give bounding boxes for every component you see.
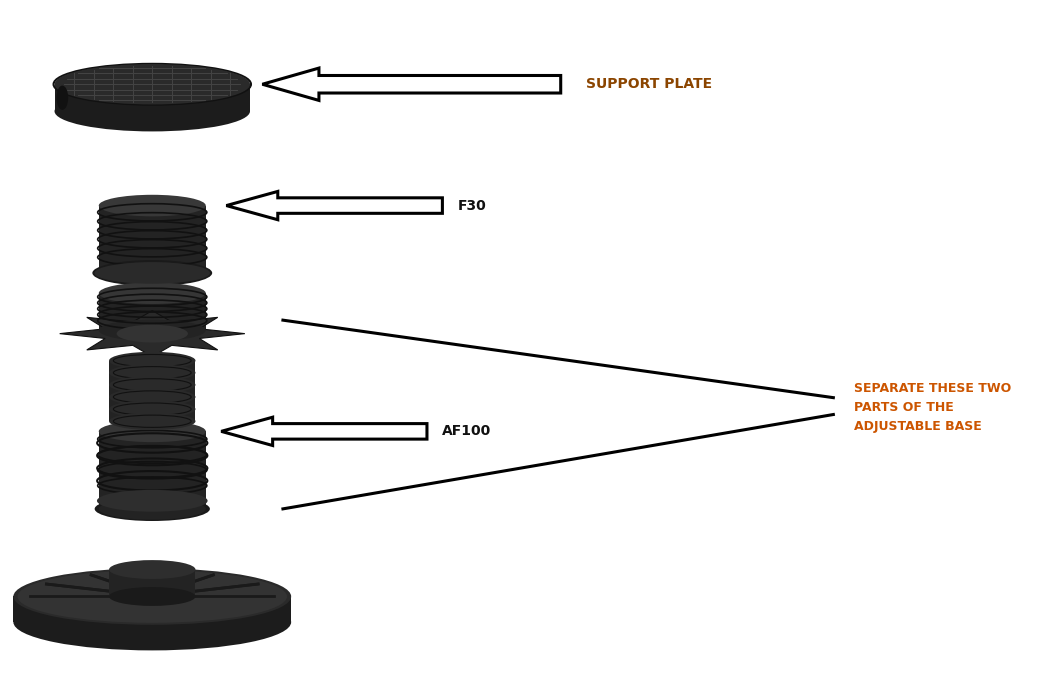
Polygon shape	[262, 68, 561, 100]
Polygon shape	[99, 293, 205, 330]
Ellipse shape	[54, 64, 250, 104]
Ellipse shape	[109, 376, 196, 394]
Polygon shape	[14, 596, 291, 622]
Polygon shape	[109, 361, 196, 421]
Ellipse shape	[57, 86, 68, 110]
Text: SEPARATE THESE TWO
PARTS OF THE
ADJUSTABLE BASE: SEPARATE THESE TWO PARTS OF THE ADJUSTAB…	[854, 382, 1011, 433]
Polygon shape	[99, 206, 205, 273]
Ellipse shape	[109, 352, 196, 369]
Ellipse shape	[94, 262, 210, 284]
Polygon shape	[60, 311, 245, 357]
Ellipse shape	[109, 364, 196, 381]
Ellipse shape	[109, 587, 196, 606]
Ellipse shape	[14, 594, 291, 650]
Ellipse shape	[94, 497, 210, 521]
Text: SUPPORT PLATE: SUPPORT PLATE	[587, 78, 713, 91]
Ellipse shape	[14, 568, 291, 625]
Ellipse shape	[54, 91, 250, 131]
Ellipse shape	[99, 282, 205, 304]
Ellipse shape	[18, 570, 287, 623]
Ellipse shape	[109, 388, 196, 406]
Ellipse shape	[109, 412, 196, 430]
Ellipse shape	[109, 560, 196, 579]
Polygon shape	[226, 191, 442, 220]
Ellipse shape	[99, 262, 205, 284]
Ellipse shape	[92, 260, 212, 286]
Ellipse shape	[116, 325, 188, 342]
Ellipse shape	[109, 400, 196, 418]
Ellipse shape	[99, 498, 205, 520]
Ellipse shape	[99, 319, 205, 341]
Ellipse shape	[99, 421, 205, 442]
Polygon shape	[221, 417, 427, 446]
Ellipse shape	[99, 195, 205, 216]
Polygon shape	[109, 570, 196, 596]
Text: AF100: AF100	[442, 425, 492, 438]
Ellipse shape	[97, 490, 208, 512]
Polygon shape	[54, 84, 250, 111]
Polygon shape	[99, 431, 205, 509]
Text: F30: F30	[458, 199, 486, 212]
